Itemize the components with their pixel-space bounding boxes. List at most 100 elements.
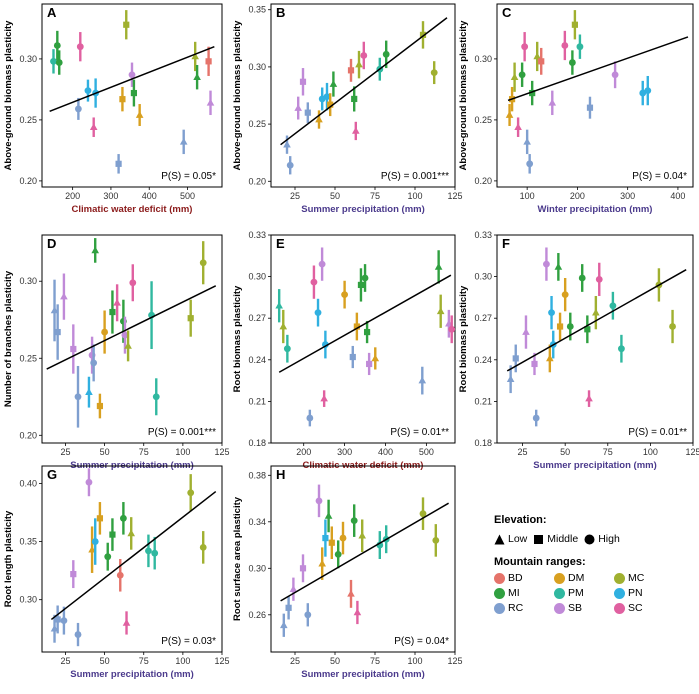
legend-range-sb: SB (554, 602, 608, 614)
data-point (304, 109, 311, 116)
data-point (339, 534, 347, 542)
y-tick-label: 0.35 (248, 5, 266, 15)
data-point (322, 534, 329, 542)
regression-line (49, 46, 215, 113)
data-point (123, 21, 130, 28)
x-tick-label: 75 (139, 447, 149, 457)
panel-frame (496, 234, 694, 444)
data-point (318, 559, 326, 567)
data-point (89, 123, 98, 131)
data-point (130, 89, 138, 97)
data-point (361, 274, 369, 282)
legend-elevation-label: High (598, 533, 620, 545)
data-point (76, 43, 84, 51)
data-point (566, 323, 574, 330)
x-tick-label: 25 (60, 656, 70, 666)
data-point (323, 93, 331, 101)
panel-F: F 0.18 0.21 0.24 0.27 0.30 0.33 25 50 75 100 125 Sum… (458, 230, 699, 471)
data-point (74, 631, 82, 638)
data-point (584, 326, 591, 333)
panel-frame (270, 465, 456, 653)
data-point (179, 137, 188, 145)
regression-line (280, 502, 449, 602)
data-point (320, 394, 328, 402)
y-tick-label: 0.30 (19, 54, 37, 64)
data-point (70, 345, 77, 353)
range-color-swatch (614, 572, 625, 584)
x-tick-label: 25 (290, 191, 300, 201)
range-color-swatch (554, 602, 565, 614)
data-point (548, 309, 555, 317)
data-point (360, 52, 368, 59)
y-tick-label: 0.30 (474, 272, 492, 282)
x-tick-label: 125 (447, 656, 462, 666)
p-value-label: P(S) = 0.01** (390, 427, 449, 438)
panel-letter: A (47, 5, 57, 20)
legend-range-mi: MI (494, 587, 548, 599)
data-point (315, 115, 323, 123)
x-axis-label: Summer precipitation (mm) (70, 669, 194, 680)
data-point (349, 353, 356, 361)
data-point (121, 331, 129, 339)
data-point (283, 140, 291, 148)
x-axis-label: Summer precipitation (mm) (301, 204, 425, 215)
data-point (91, 538, 99, 545)
data-point (124, 341, 132, 349)
data-point (382, 50, 390, 58)
regression-line (507, 36, 689, 102)
data-point (526, 160, 534, 168)
p-value-label: P(S) = 0.001*** (148, 427, 216, 438)
range-color-swatch (554, 572, 565, 584)
panel-frame (41, 465, 223, 653)
data-point (538, 58, 545, 65)
y-tick-label: 0.35 (19, 537, 37, 547)
y-tick-label: 0.25 (248, 119, 266, 129)
y-axis-label: Above-ground biomass plasticity (458, 20, 469, 171)
regression-line (50, 490, 217, 621)
data-point (60, 617, 68, 625)
panel-B: B 0.20 0.25 0.30 0.35 25 50 75 100 125 Summer prec… (232, 3, 463, 215)
data-point (115, 160, 122, 167)
data-point (85, 388, 93, 395)
data-point (60, 292, 68, 300)
data-point (84, 87, 92, 95)
x-tick-label: 500 (419, 447, 434, 457)
y-tick-label: 0.30 (19, 595, 37, 605)
legend-range-mc: MC (614, 572, 668, 584)
x-tick-label: 100 (643, 447, 658, 457)
data-point (506, 375, 515, 383)
legend-range-label: DM (568, 572, 585, 584)
data-point (199, 259, 207, 267)
data-point (50, 624, 59, 632)
data-point (350, 517, 358, 525)
range-color-swatch (614, 587, 625, 599)
range-color-swatch (494, 587, 505, 599)
x-tick-label: 25 (518, 447, 528, 457)
y-tick-label: 0.30 (474, 54, 492, 64)
data-point (152, 393, 160, 401)
legend-elevation-low: Low (494, 533, 527, 545)
data-point (279, 322, 288, 330)
data-point (522, 328, 530, 335)
legend-range-label: MI (508, 587, 520, 599)
p-value-label: P(S) = 0.05* (161, 171, 216, 182)
data-point (88, 545, 96, 553)
data-point (430, 69, 438, 77)
legend-elevation-high: High (584, 533, 620, 545)
panel-frame (270, 234, 456, 444)
range-color-swatch (494, 572, 505, 584)
x-tick-label: 100 (175, 656, 190, 666)
p-value-label: P(S) = 0.01** (628, 427, 687, 438)
y-axis-label: Root surface area plasticity (232, 496, 243, 621)
data-point (341, 291, 348, 299)
data-point (96, 402, 104, 410)
y-tick-label: 0.40 (19, 478, 37, 488)
data-point (289, 585, 298, 593)
data-point (578, 274, 586, 282)
data-point (571, 21, 578, 28)
data-point (306, 414, 314, 422)
x-tick-label: 100 (520, 191, 535, 201)
data-point (199, 543, 207, 551)
